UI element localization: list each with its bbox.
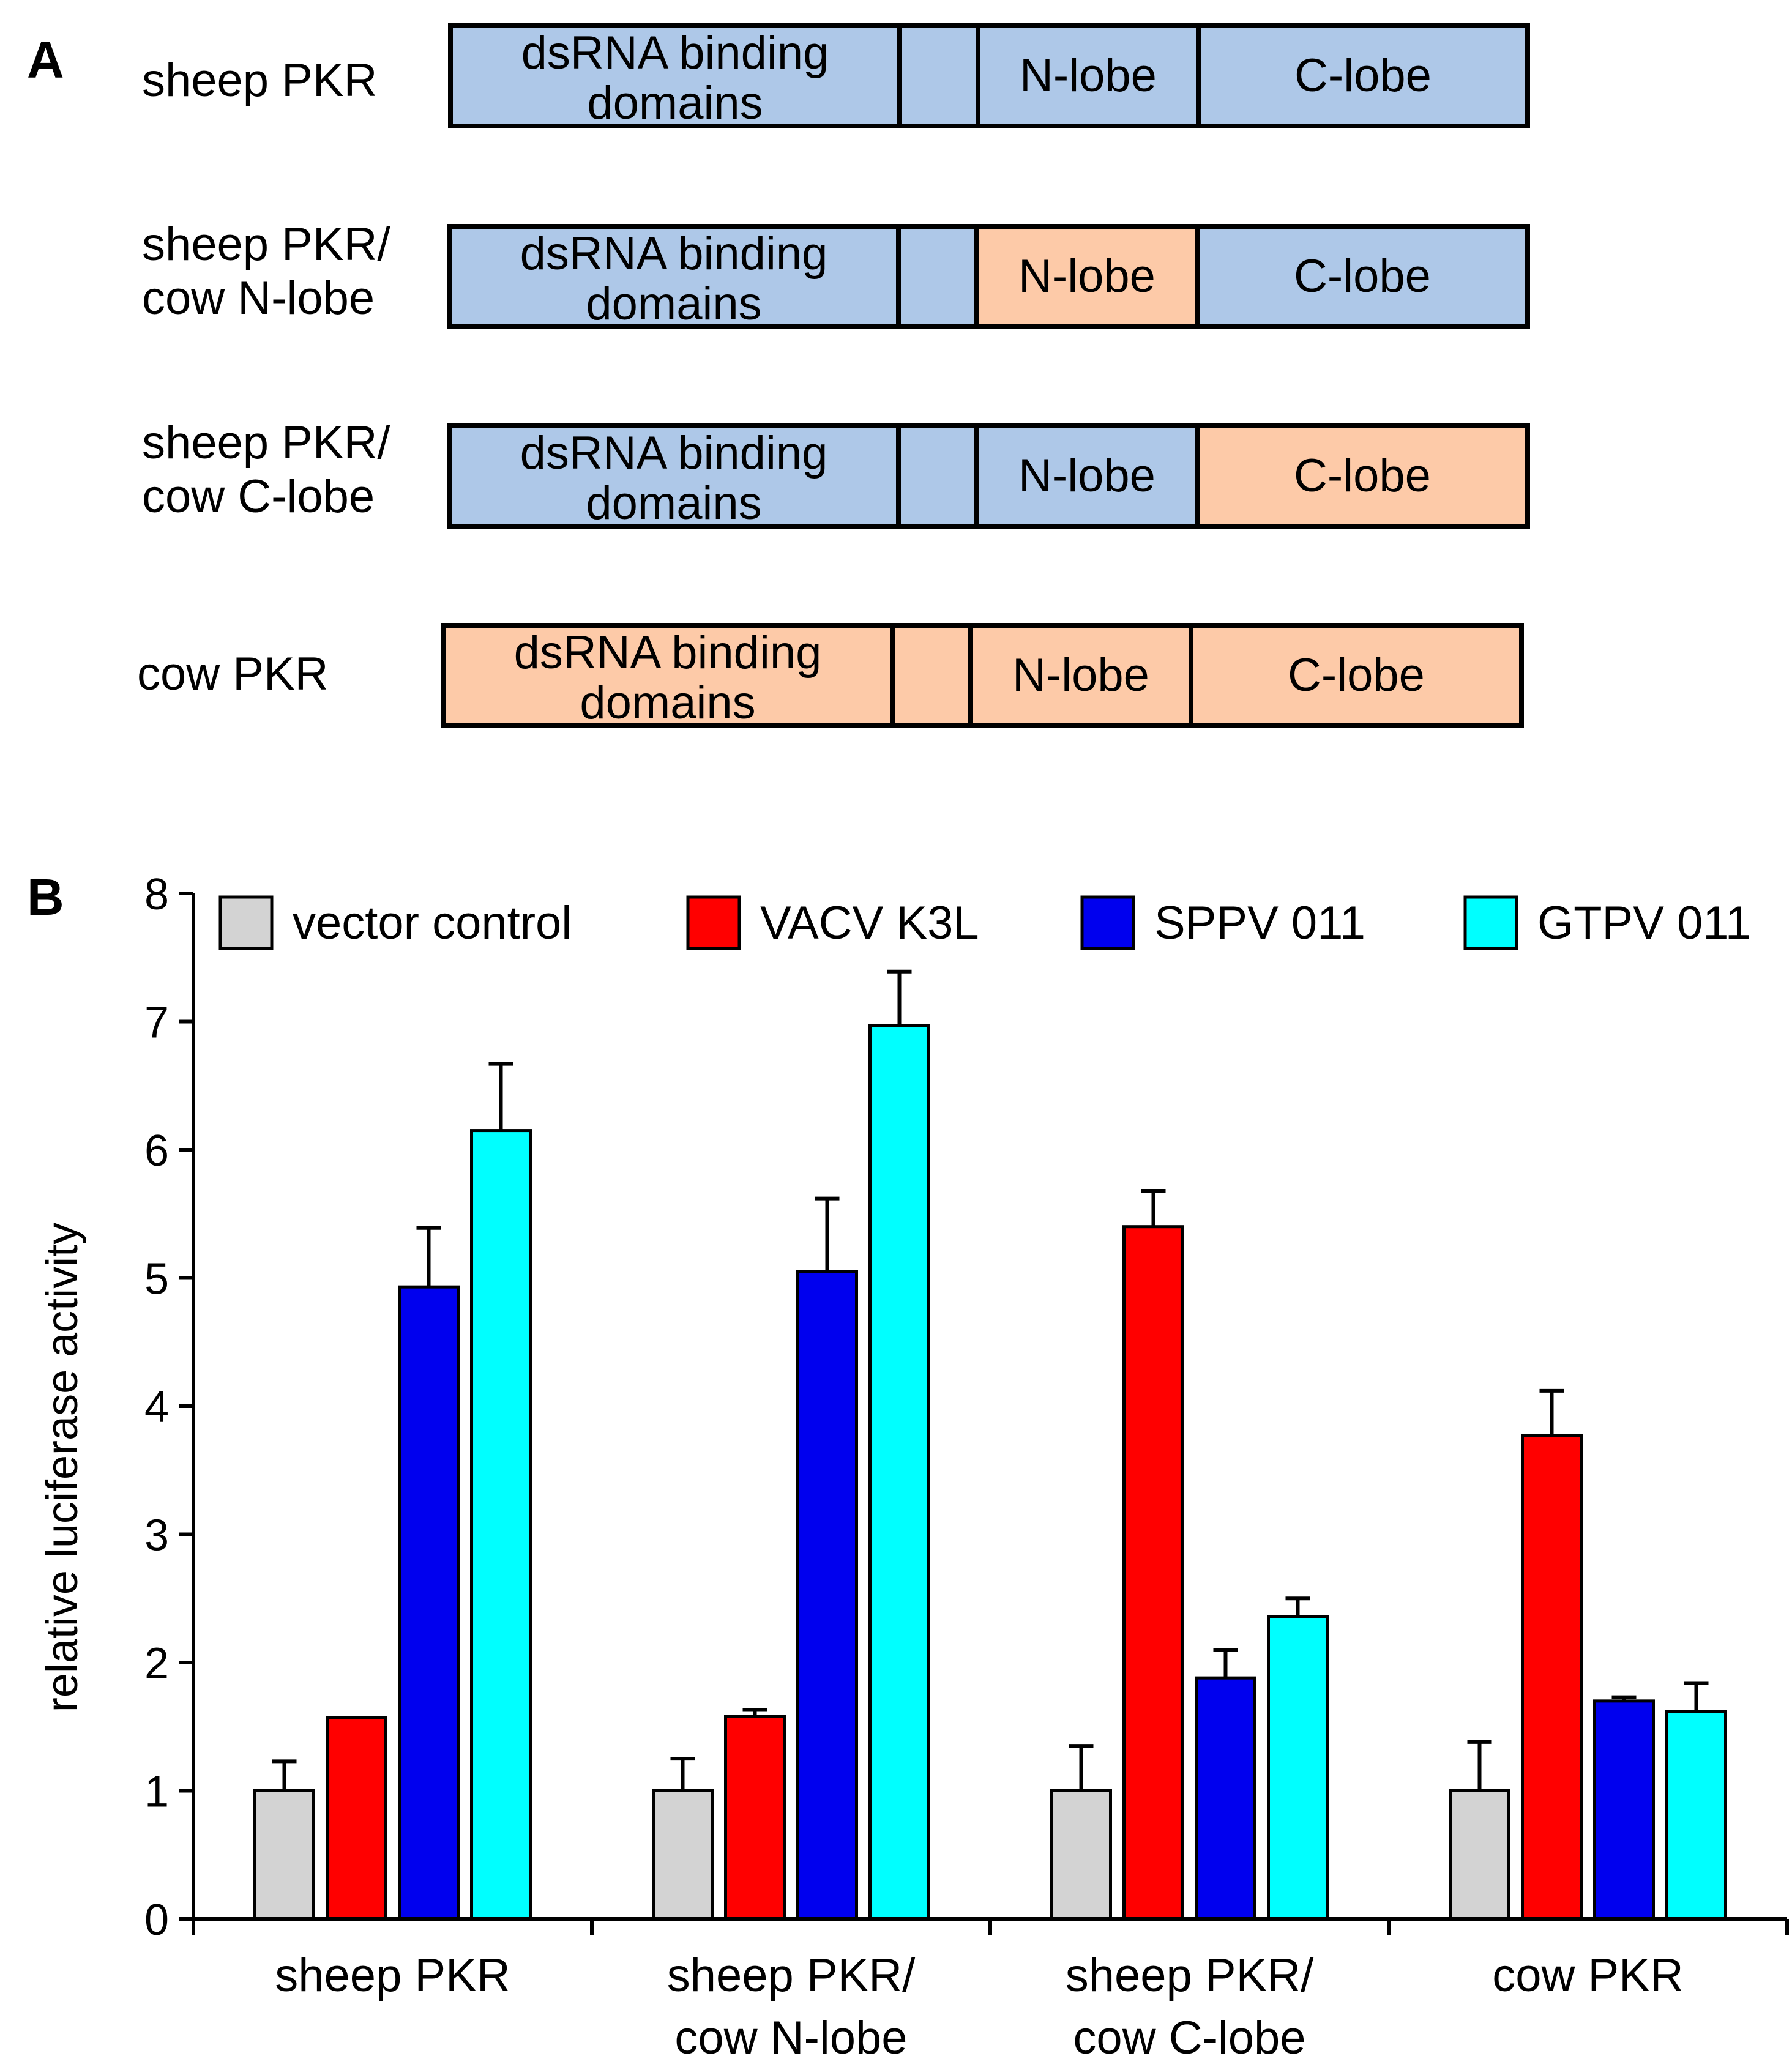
segment-linker (890, 628, 968, 723)
construct-label-sheep-pkr-cow-n-lobe: sheep PKR/ cow N-lobe (142, 218, 390, 324)
segment-label: dsRNA binding domains (520, 228, 828, 330)
segment-dsrna-binding: dsRNA binding domains (452, 229, 896, 329)
segment-label: N-lobe (1018, 250, 1155, 302)
bar (796, 1270, 858, 1921)
legend-label: vector control (293, 897, 572, 949)
legend-swatch (686, 895, 741, 950)
x-tick-label: sheep PKR/cow N-lobe (667, 1950, 916, 2056)
segment-c-lobe: C-lobe (1189, 628, 1519, 723)
segment-linker (897, 28, 976, 124)
segment-linker (896, 428, 974, 524)
segment-c-lobe: C-lobe (1195, 229, 1525, 324)
y-tick-label: 1 (144, 1768, 169, 1817)
construct-label-sheep-pkr: sheep PKR (142, 54, 378, 106)
bar (1593, 1699, 1655, 1921)
segment-label: C-lobe (1294, 50, 1432, 102)
segment-c-lobe: C-lobe (1195, 428, 1525, 524)
bar (1050, 1789, 1112, 1921)
x-tick-label: sheep PKR (275, 1950, 510, 2002)
y-tick-label: 3 (144, 1511, 169, 1560)
segment-n-lobe: N-lobe (976, 28, 1196, 124)
bar (326, 1716, 387, 1921)
segment-label: C-lobe (1294, 250, 1431, 302)
legend-swatch (1080, 895, 1135, 950)
y-tick-label: 5 (144, 1255, 169, 1304)
bar (1665, 1710, 1727, 1921)
bar (1195, 1676, 1256, 1921)
y-tick-label: 8 (144, 870, 169, 919)
bar (868, 1024, 930, 1921)
segment-n-lobe: N-lobe (968, 628, 1189, 723)
luciferase-bar-chart: 0 1 2 3 4 5 6 7 8 sheep PKR sheep PKR/cow N-lobe sh… (38, 870, 1789, 2056)
y-tick-label: 6 (144, 1127, 169, 1175)
bar (1267, 1615, 1329, 1921)
bar (253, 1789, 315, 1921)
bar (1122, 1225, 1184, 1921)
segment-label: C-lobe (1294, 450, 1431, 502)
segment-dsrna-binding: dsRNA binding domains (452, 428, 896, 529)
bar (652, 1789, 714, 1921)
y-tick-label: 7 (144, 999, 169, 1048)
x-tick-label: sheep PKR/cow C-lobe (1066, 1950, 1314, 2056)
bar (1521, 1434, 1583, 1921)
legend-label: VACV K3L (760, 897, 979, 949)
bar (398, 1285, 460, 1921)
y-axis-label: relative luciferase activity (38, 1223, 87, 1712)
panel-b-letter: B (27, 868, 64, 926)
legend-swatch (1463, 895, 1518, 950)
segment-dsrna-binding: dsRNA binding domains (446, 628, 890, 728)
legend-label: GTPV 011 (1537, 897, 1751, 949)
construct-bar-sheep-pkr: dsRNA binding domains N-lobe C-lobe (448, 23, 1530, 128)
bar (1449, 1789, 1510, 1921)
x-tick-label: cow PKR (1492, 1950, 1684, 2002)
bar (470, 1129, 532, 1921)
segment-linker (896, 229, 974, 324)
segment-n-lobe: N-lobe (974, 229, 1195, 324)
segment-dsrna-binding: dsRNA binding domains (453, 28, 897, 128)
segment-label: C-lobe (1288, 649, 1425, 701)
y-tick-label: 0 (144, 1896, 169, 1945)
legend-label: SPPV 011 (1154, 897, 1365, 949)
construct-label-sheep-pkr-cow-c-lobe: sheep PKR/ cow C-lobe (142, 417, 390, 523)
segment-label: N-lobe (1018, 450, 1155, 502)
y-tick-label: 2 (144, 1639, 169, 1688)
construct-label-cow-pkr: cow PKR (137, 648, 329, 700)
legend-swatch (218, 895, 274, 950)
segment-n-lobe: N-lobe (974, 428, 1195, 524)
segment-label: dsRNA binding domains (513, 627, 822, 729)
construct-bar-cow-pkr: dsRNA binding domains N-lobe C-lobe (441, 623, 1524, 728)
bar (724, 1715, 786, 1921)
segment-c-lobe: C-lobe (1196, 28, 1525, 124)
y-tick-label: 4 (144, 1383, 169, 1432)
panel-a-letter: A (27, 31, 64, 89)
segment-label: N-lobe (1012, 649, 1149, 701)
segment-label: N-lobe (1020, 50, 1157, 102)
segment-label: dsRNA binding domains (520, 427, 828, 529)
segment-label: dsRNA binding domains (521, 27, 829, 129)
construct-bar-sheep-pkr-cow-n-lobe: dsRNA binding domains N-lobe C-lobe (447, 224, 1530, 329)
construct-bar-sheep-pkr-cow-c-lobe: dsRNA binding domains N-lobe C-lobe (447, 423, 1530, 529)
